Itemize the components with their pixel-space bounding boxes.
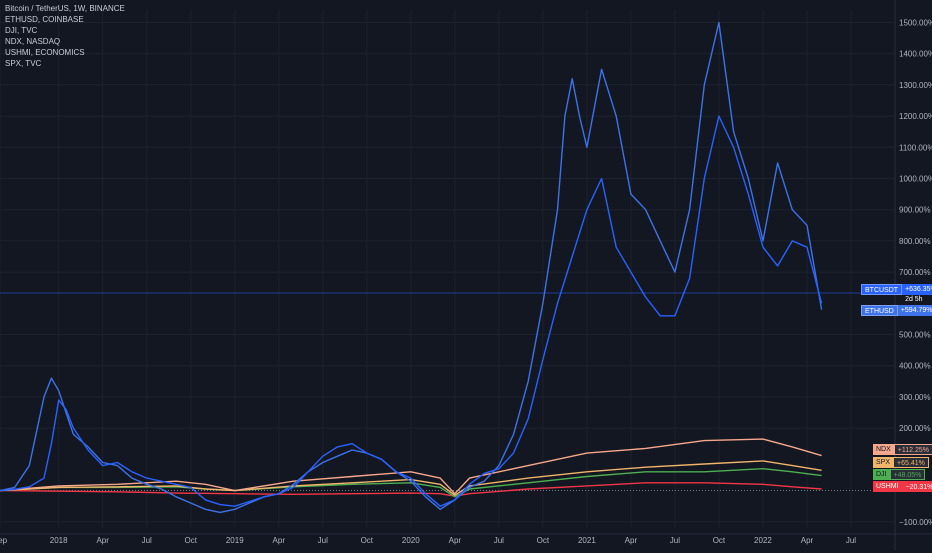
y-tick-label-10: 400.00% (899, 362, 931, 371)
x-tick-label-14: Apr (625, 536, 638, 545)
price-tag-name: SPX (873, 457, 894, 468)
series-line-ndx (0, 438, 822, 495)
legend: Bitcoin / TetherUS, 1W, BINANCE ETHUSD, … (5, 3, 125, 69)
x-tick-label-7: Jul (318, 536, 328, 545)
price-tag-value: +636.35% (902, 284, 932, 295)
price-tag-btc: BTCUSDT+636.35%2d 5h (861, 284, 932, 303)
legend-dji[interactable]: DJI, TVC (5, 26, 38, 35)
legend-ushmi[interactable]: USHMI, ECONOMICS (5, 48, 85, 57)
x-tick-label-19: Jul (846, 536, 856, 545)
y-tick-label-11: 300.00% (899, 393, 931, 402)
x-tick-label-9: 2020 (402, 536, 420, 545)
x-tick-label-4: Oct (185, 536, 198, 545)
x-tick-label-8: Oct (361, 536, 374, 545)
price-tag-value: +48.05% (889, 469, 926, 480)
price-tag-dji: DJI +48.05% (873, 469, 926, 480)
price-tag-eth: ETHUSD +594.79% (861, 305, 932, 316)
series-line-eth (0, 21, 823, 514)
price-tag-name: ETHUSD (861, 305, 898, 316)
legend-main-symbol[interactable]: Bitcoin / TetherUS, 1W, BINANCE (5, 4, 125, 13)
x-tick-label-3: Jul (142, 536, 152, 545)
y-tick-label-3: 1200.00% (899, 112, 932, 121)
price-tag-countdown: 2d 5h (905, 296, 923, 303)
y-tick-label-7: 800.00% (899, 237, 931, 246)
y-tick-label-1: 1400.00% (899, 50, 932, 59)
legend-ethusd[interactable]: ETHUSD, COINBASE (5, 15, 84, 24)
price-tag-ushmi: USHMI −20.31% (873, 481, 932, 492)
price-tag-ndx: NDX +112.25% (873, 444, 932, 455)
x-tick-label-18: Apr (801, 536, 814, 545)
price-tag-name: BTCUSDT (861, 284, 903, 295)
x-tick-label-13: 2021 (578, 536, 596, 545)
series-line-spx (0, 460, 822, 496)
y-tick-label-9: 500.00% (899, 331, 931, 340)
y-tick-label-4: 1100.00% (899, 143, 932, 152)
y-tick-label-5: 1000.00% (899, 175, 932, 184)
x-tick-label-15: Jul (670, 536, 680, 545)
legend-spx[interactable]: SPX, TVC (5, 59, 42, 68)
x-tick-label-17: 2022 (754, 536, 772, 545)
price-tag-value: −20.31% (901, 481, 932, 492)
price-tag-value: +65.41% (893, 457, 929, 468)
y-tick-label-13: −100.00% (899, 518, 932, 527)
y-tick-label-6: 900.00% (899, 206, 931, 215)
price-tag-spx: SPX +65.41% (873, 457, 929, 468)
series-line-dji (0, 468, 822, 498)
price-tag-value: +112.25% (893, 444, 932, 455)
x-tick-label-11: Jul (494, 536, 504, 545)
x-tick-label-16: Oct (713, 536, 726, 545)
price-tag-name: USHMI (873, 481, 902, 492)
x-tick-label-5: 2019 (226, 536, 244, 545)
x-tick-label-6: Apr (273, 536, 286, 545)
price-tag-value: +594.79% (897, 305, 932, 316)
series-line-ushmi (0, 482, 822, 497)
x-tick-label-0: Sep (0, 536, 8, 545)
y-tick-label-8: 700.00% (899, 268, 931, 277)
x-tick-label-2: Apr (96, 536, 109, 545)
y-tick-label-2: 1300.00% (899, 81, 932, 90)
x-tick-label-10: Apr (449, 536, 462, 545)
y-tick-label-12: 200.00% (899, 424, 931, 433)
price-tag-name: NDX (873, 444, 894, 455)
legend-ndx[interactable]: NDX, NASDAQ (5, 37, 61, 46)
series-line-btc (0, 115, 823, 507)
x-tick-label-1: 2018 (50, 536, 68, 545)
price-tag-name: DJI (873, 469, 890, 480)
y-tick-label-0: 1500.00% (899, 18, 932, 27)
x-tick-label-12: Oct (537, 536, 550, 545)
